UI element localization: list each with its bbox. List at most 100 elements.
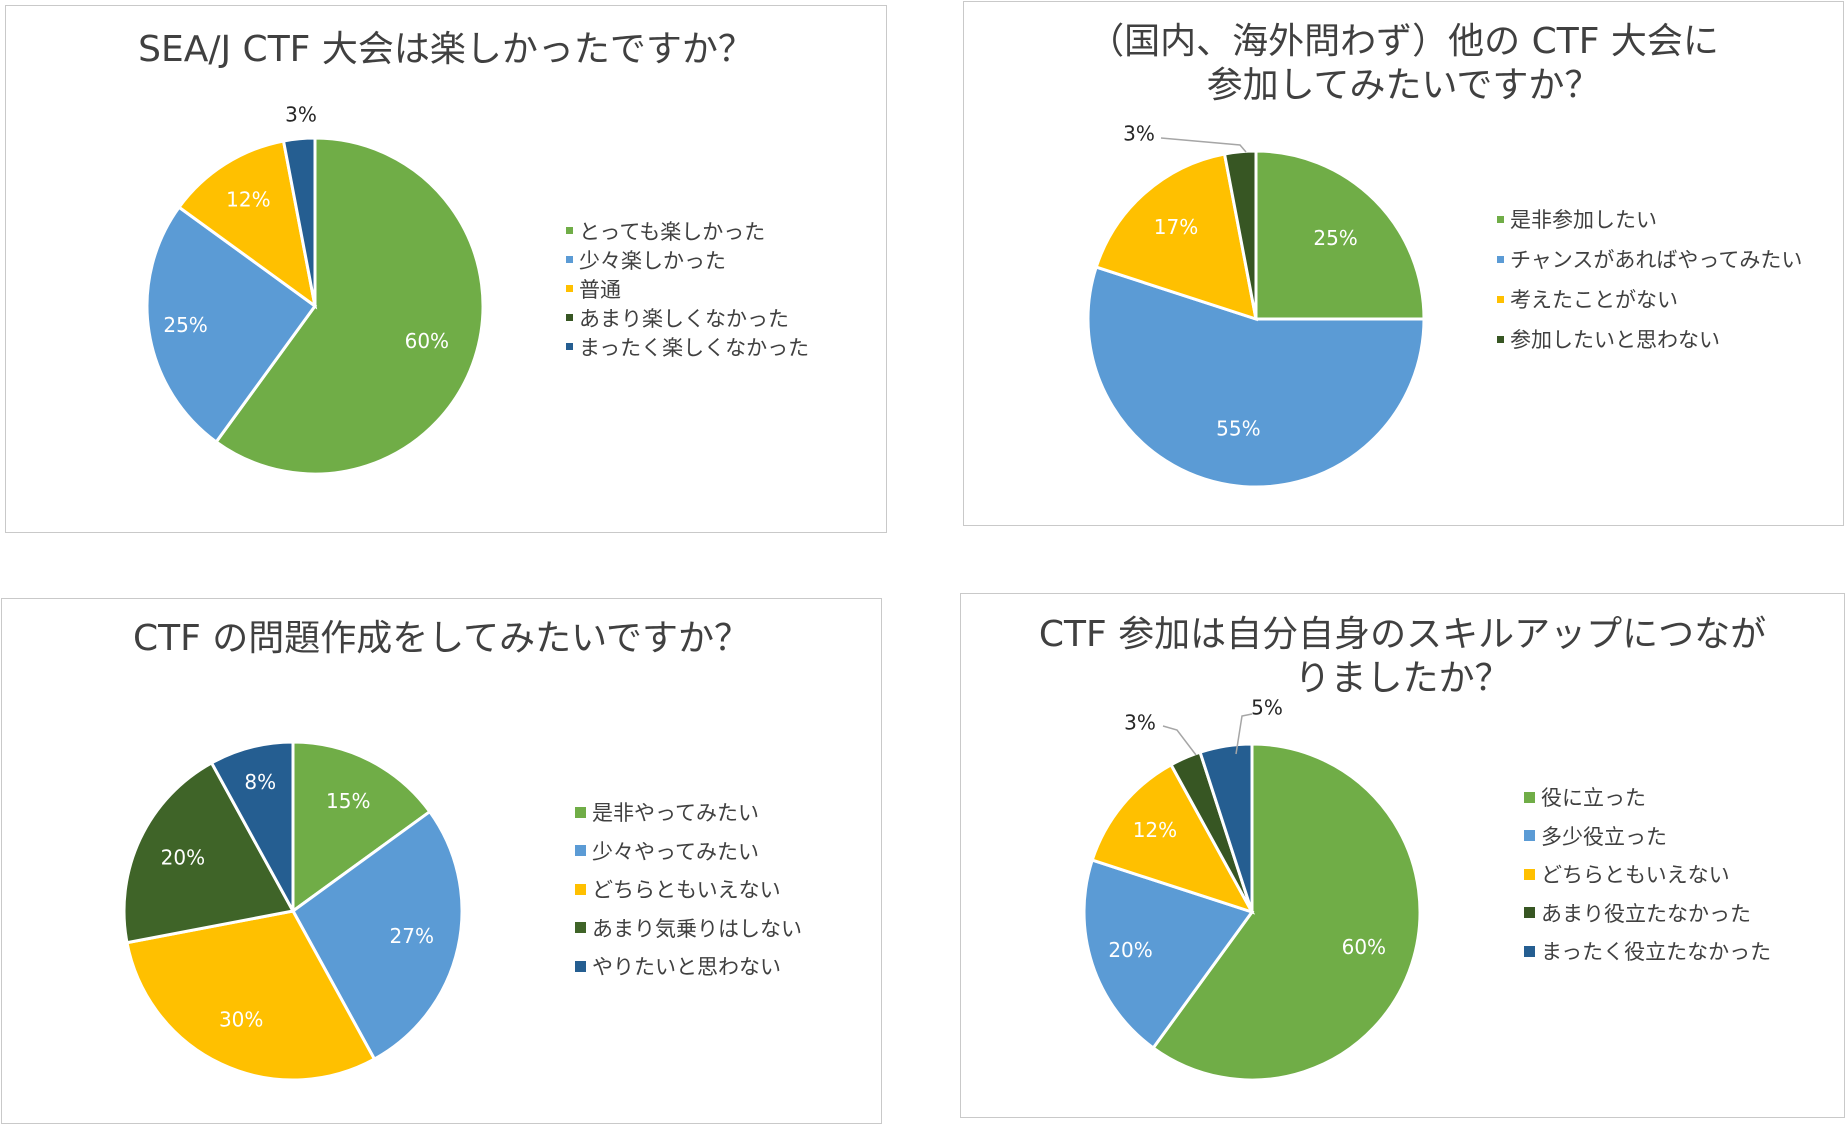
legend-swatch	[1497, 215, 1504, 223]
pie-chart: 60% 20% 12% 3% 5%	[1082, 696, 1422, 1082]
chart-title: CTF の問題作成をしてみたいですか？	[132, 618, 751, 659]
data-label: 17%	[1154, 215, 1198, 239]
legend-item: チャンスがあればやってみたい	[1497, 239, 1802, 279]
leader-line	[1160, 137, 1247, 153]
pie-slice	[209, 740, 295, 912]
legend-label: 考えたことがない	[1510, 288, 1678, 312]
data-label: 12%	[226, 188, 270, 212]
legend-swatch	[575, 806, 586, 818]
data-label: 8%	[244, 770, 276, 794]
pie-slice	[1222, 149, 1258, 320]
chart-legend: 役に立った多少役立ったどちらともいえない あまり役立たなかった まったく役立たなかっ…	[1524, 778, 1771, 971]
legend-label: やりたいと思わない	[592, 955, 781, 980]
legend-label: どちらともいえない	[592, 878, 781, 903]
legend-swatch	[566, 314, 573, 321]
legend-swatch	[1524, 791, 1535, 803]
legend-swatch	[1524, 830, 1535, 842]
legend-swatch	[1524, 907, 1535, 919]
pie-chart: 60% 25% 12% 3%	[145, 103, 485, 476]
legend-label: とっても楽しかった	[579, 219, 766, 244]
legend-label: 是非参加したい	[1510, 208, 1657, 232]
legend-item: まったく役立たなかった	[1524, 932, 1771, 971]
chart-panel-enjoyment: SEA/J CTF 大会は楽しかったですか？ 60% 25% 12% 3% とっても楽…	[5, 5, 887, 533]
data-label: 3%	[1124, 711, 1156, 735]
chart-legend: 是非やってみたい 少々やってみたい どちらともいえない あまり気乗りはしない やりたいと…	[575, 793, 802, 986]
legend-item: まったく楽しくなかった	[566, 332, 809, 361]
chart-title: CTF 参加は自分自身のスキルアップにつなが りましたか？	[1038, 614, 1767, 699]
legend-swatch	[575, 960, 586, 972]
data-label: 15%	[326, 789, 370, 813]
legend-label: どちらともいえない	[1541, 863, 1730, 888]
legend-swatch	[566, 343, 573, 350]
pie-slice	[1198, 742, 1254, 913]
legend-swatch	[1524, 868, 1535, 880]
legend-label: あまり楽しくなかった	[579, 306, 789, 331]
pie-slice	[291, 809, 464, 1062]
chart-legend: とっても楽しかった 少々楽しかった 普通あまり楽しくなかった まったく楽しくなかった	[566, 216, 809, 361]
pie-slice	[214, 136, 485, 476]
legend-label: 多少役立った	[1541, 824, 1667, 849]
legend-item: 普通	[566, 274, 809, 303]
legend-label: 少々やってみたい	[592, 839, 759, 864]
data-label: 5%	[1251, 696, 1283, 720]
legend-label: 少々楽しかった	[579, 248, 726, 273]
data-label: 60%	[405, 329, 449, 353]
chart-panel-skill-up: CTF 参加は自分自身のスキルアップにつなが りましたか？ 60% 20% 12% 3…	[960, 593, 1845, 1118]
data-label: 20%	[1108, 938, 1152, 962]
legend-swatch	[566, 227, 573, 234]
legend-item: 是非参加したい	[1497, 199, 1802, 239]
legend-item: 参加したいと思わない	[1497, 319, 1802, 359]
legend-swatch	[1497, 255, 1504, 263]
pie-slice	[281, 136, 317, 307]
legend-item: 是非やってみたい	[575, 793, 802, 832]
chart-panel-problem-creation: CTF の問題作成をしてみたいですか？ 15% 27% 30% 20% 8% 是非やって…	[1, 598, 882, 1124]
data-label: 20%	[161, 846, 205, 870]
legend-label: 参加したいと思わない	[1510, 328, 1720, 352]
pie-slice	[1151, 742, 1422, 1082]
legend-item: どちらともいえない	[575, 870, 802, 909]
legend-swatch	[575, 845, 586, 857]
legend-item: あまり楽しくなかった	[566, 303, 809, 332]
leader-line	[1235, 713, 1253, 755]
legend-swatch	[575, 922, 586, 934]
legend-item: どちらともいえない	[1524, 855, 1771, 894]
legend-item: 多少役立った	[1524, 817, 1771, 856]
data-label: 55%	[1216, 417, 1260, 441]
legend-swatch	[575, 883, 586, 895]
data-label: 27%	[390, 924, 434, 948]
legend-item: 少々やってみたい	[575, 832, 802, 871]
pie-slice	[1094, 152, 1258, 322]
legend-swatch	[1524, 945, 1535, 957]
legend-label: 是非やってみたい	[592, 801, 759, 826]
pie-slice	[1086, 265, 1426, 489]
data-label: 25%	[1313, 226, 1357, 250]
legend-label: あまり役立たなかった	[1541, 901, 1751, 926]
legend-item: とっても楽しかった	[566, 216, 809, 245]
legend-item: 役に立った	[1524, 778, 1771, 817]
data-label: 3%	[285, 103, 317, 127]
pie-chart: 25% 55% 17% 3%	[1086, 122, 1426, 489]
chart-panel-other-ctf: （国内、海外問わず）他の CTF 大会に 参加してみたいですか？ 25% 55% 1…	[963, 1, 1844, 526]
legend-label: まったく役立たなかった	[1541, 940, 1772, 965]
leader-line	[1162, 725, 1197, 756]
chart-title: SEA/J CTF 大会は楽しかったですか？	[138, 29, 754, 70]
pie-slice	[1082, 858, 1255, 1051]
chart-legend: 是非参加したいチャンスがあればやってみたい 考えたことがない参加したいと思わない	[1497, 199, 1802, 359]
legend-label: あまり気乗りはしない	[592, 916, 802, 941]
pie-slice	[176, 139, 318, 310]
legend-label: チャンスがあればやってみたい	[1510, 248, 1803, 272]
data-label: 25%	[163, 313, 207, 337]
legend-item: あまり気乗りはしない	[575, 909, 802, 948]
pie-slice	[291, 740, 432, 914]
legend-item: あまり役立たなかった	[1524, 894, 1771, 933]
data-label: 60%	[1342, 935, 1386, 959]
pie-slice	[122, 760, 296, 945]
legend-label: 役に立った	[1541, 786, 1646, 811]
legend-label: まったく楽しくなかった	[579, 335, 810, 360]
pie-slice	[1090, 762, 1256, 915]
pie-slice	[145, 205, 318, 445]
legend-swatch	[1497, 335, 1504, 343]
data-label: 12%	[1133, 818, 1177, 842]
legend-item: 少々楽しかった	[566, 245, 809, 274]
legend-swatch	[566, 285, 573, 292]
